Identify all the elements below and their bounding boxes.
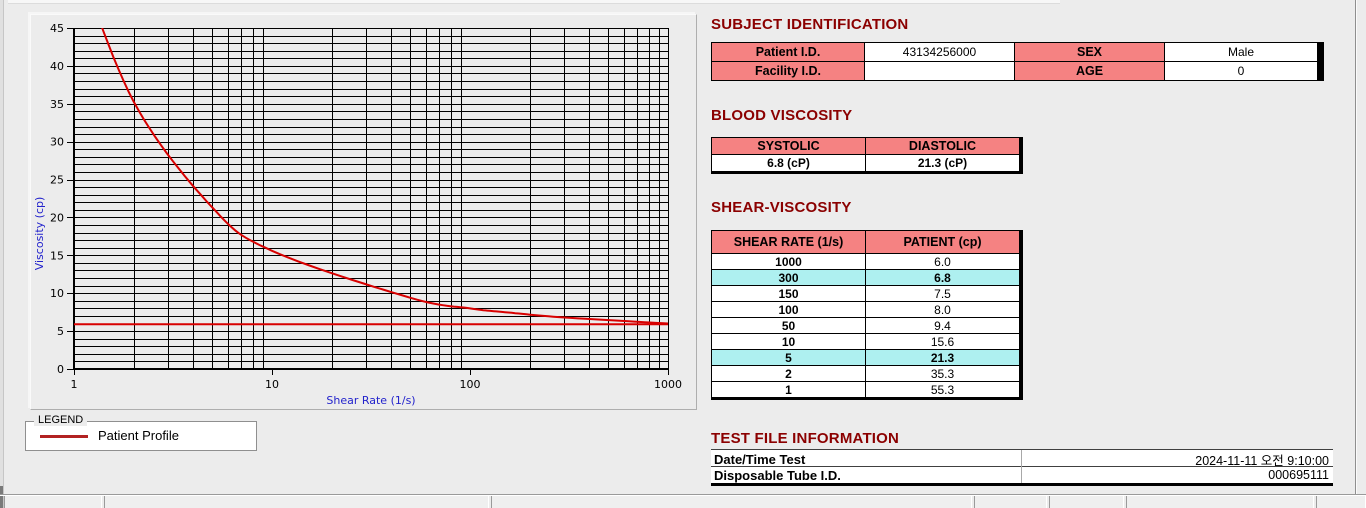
patient-viscosity-cell: 8.0 [866, 302, 1019, 317]
patient-viscosity-cell: 6.0 [866, 254, 1019, 269]
facility-id-value [865, 62, 1014, 80]
shear-rate-cell: 100 [712, 302, 865, 317]
table-row: Date/Time Test 2024-11-11 오전 9:10:00 [711, 450, 1333, 469]
legend-entry-label: Patient Profile [98, 428, 179, 443]
patient-viscosity-cell: 21.3 [866, 350, 1019, 365]
window-right-divider [1355, 0, 1357, 508]
svg-text:10: 10 [265, 378, 279, 391]
patient-viscosity-cell: 15.6 [866, 334, 1019, 349]
diastolic-header: DIASTOLIC [866, 138, 1019, 154]
legend-box: LEGEND Patient Profile [25, 414, 257, 451]
chart-gridlines [74, 28, 669, 370]
y-axis-label: Viscosity (cp) [33, 197, 46, 271]
bottom-panel-fragment[interactable] [1126, 496, 1314, 508]
diastolic-value: 21.3 (cP) [866, 155, 1019, 171]
patient-id-value: 43134256000 [865, 43, 1014, 61]
legend-title: LEGEND [34, 414, 88, 426]
bottom-panel-fragment[interactable] [1049, 496, 1124, 508]
window-corner-fragment [0, 486, 3, 508]
systolic-header: SYSTOLIC [712, 138, 865, 154]
patient-viscosity-cell: 55.3 [866, 382, 1019, 397]
shear-viscosity-table: SHEAR RATE (1/s) PATIENT (cp) 1000 6.0 300… [711, 230, 1023, 400]
svg-text:10: 10 [50, 287, 64, 300]
facility-id-label: Facility I.D. [712, 62, 864, 80]
patient-viscosity-cell: 35.3 [866, 366, 1019, 381]
date-time-test-label: Date/Time Test [711, 450, 1022, 469]
svg-text:15: 15 [50, 249, 64, 262]
svg-text:35: 35 [50, 98, 64, 111]
window-left-edge [0, 0, 4, 508]
subject-identification-title: SUBJECT IDENTIFICATION [711, 16, 909, 33]
age-label: AGE [1015, 62, 1164, 80]
shear-rate-cell: 1 [712, 382, 865, 397]
shear-rate-cell: 1000 [712, 254, 865, 269]
shear-rate-cell: 150 [712, 286, 865, 301]
viscosity-chart-panel: 0 5 10 15 20 25 30 35 40 45 1 10 100 1000 Shear Rate (… [30, 14, 697, 410]
svg-text:20: 20 [50, 211, 64, 224]
window-top-edge [8, 0, 1060, 4]
age-value: 0 [1165, 62, 1317, 80]
shear-rate-cell: 10 [712, 334, 865, 349]
svg-text:25: 25 [50, 174, 64, 187]
shear-rate-cell: 5 [712, 350, 865, 365]
bottom-panel-fragment[interactable] [1316, 496, 1366, 508]
bottom-panel-fragment[interactable] [104, 496, 489, 508]
shear-rate-cell: 2 [712, 366, 865, 381]
disposable-tube-id-value: 000695111 [1268, 468, 1329, 482]
patient-viscosity-cell: 6.8 [866, 270, 1019, 285]
bottom-panel-fragment[interactable] [491, 496, 972, 508]
patient-profile-curve [101, 28, 668, 325]
patient-id-label: Patient I.D. [712, 43, 864, 61]
sex-label: SEX [1015, 43, 1164, 61]
test-file-information-table: Date/Time Test 2024-11-11 오전 9:10:00 Dis… [711, 449, 1333, 486]
bottom-panel-fragment[interactable] [4, 496, 102, 508]
test-file-information-title: TEST FILE INFORMATION [711, 430, 900, 447]
x-axis-label: Shear Rate (1/s) [326, 394, 415, 407]
patient-viscosity-cell: 7.5 [866, 286, 1019, 301]
shear-rate-cell: 50 [712, 318, 865, 333]
viscosity-chart: 0 5 10 15 20 25 30 35 40 45 1 10 100 1000 Shear Rate (… [33, 22, 682, 407]
svg-text:5: 5 [57, 325, 64, 338]
patient-profile-line-swatch [40, 435, 88, 438]
table-row: Disposable Tube I.D. 000695111 [711, 466, 1333, 483]
sex-value: Male [1165, 43, 1317, 61]
svg-text:1000: 1000 [654, 378, 682, 391]
date-time-test-value: 2024-11-11 오전 9:10:00 [1195, 454, 1329, 468]
blood-viscosity-table: SYSTOLIC DIASTOLIC 6.8 (cP) 21.3 (cP) [711, 137, 1023, 174]
bottom-panel-fragment[interactable] [974, 496, 1047, 508]
svg-text:45: 45 [50, 22, 64, 35]
svg-text:30: 30 [50, 136, 64, 149]
bottom-panel-divider [0, 494, 1366, 496]
subject-identification-table: Patient I.D. 43134256000 SEX Male Facili… [711, 42, 1324, 81]
patient-column-header: PATIENT (cp) [866, 231, 1019, 253]
chart-axes: 0 5 10 15 20 25 30 35 40 45 1 10 100 1000 Shear Rate (… [33, 22, 682, 407]
svg-text:40: 40 [50, 60, 64, 73]
shear-rate-cell: 300 [712, 270, 865, 285]
svg-text:100: 100 [460, 378, 481, 391]
shear-viscosity-title: SHEAR-VISCOSITY [711, 199, 852, 216]
svg-text:0: 0 [57, 363, 64, 376]
shear-rate-column-header: SHEAR RATE (1/s) [712, 231, 865, 253]
blood-viscosity-title: BLOOD VISCOSITY [711, 107, 853, 124]
svg-text:1: 1 [71, 378, 78, 391]
disposable-tube-id-label: Disposable Tube I.D. [711, 467, 1022, 483]
systolic-value: 6.8 (cP) [712, 155, 865, 171]
patient-viscosity-cell: 9.4 [866, 318, 1019, 333]
